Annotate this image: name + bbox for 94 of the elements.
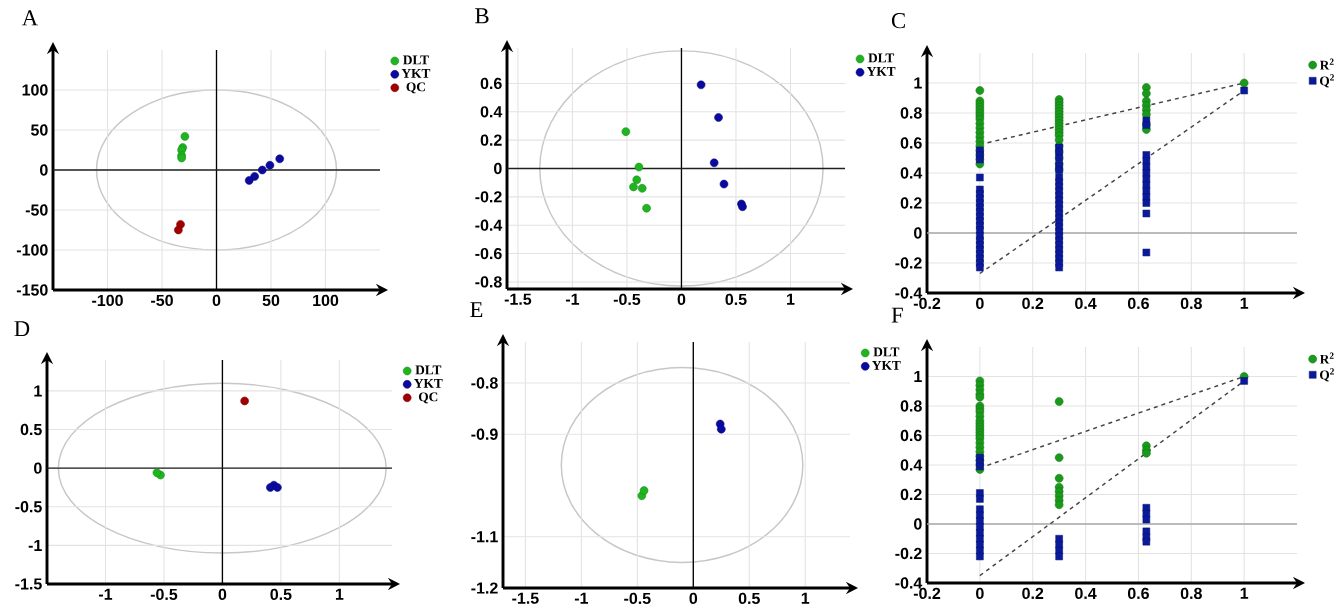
chart-title: C xyxy=(891,13,905,29)
legend-label: DLT xyxy=(868,53,895,63)
y-tick-label: -1.1 xyxy=(471,531,498,543)
x-tick-label: 1 xyxy=(787,293,795,305)
y-tick-label: -1 xyxy=(28,539,42,551)
y-tick-label: -100 xyxy=(16,244,48,256)
x-tick-label: 0 xyxy=(677,293,686,306)
y-tick-label: 0.2 xyxy=(900,197,922,209)
x-tick-label: -1 xyxy=(565,293,580,305)
x-tick-label: 0.6 xyxy=(1127,587,1149,600)
x-tick-label: 1 xyxy=(1240,297,1249,309)
y-tick-label: -1.2 xyxy=(471,582,498,594)
y-tick-label: -0.2 xyxy=(475,191,502,203)
y-tick-label: -0.6 xyxy=(475,247,502,260)
x-tick-label: -0.5 xyxy=(150,588,178,601)
chart-title: A xyxy=(21,10,38,26)
x-tick-label: 1 xyxy=(335,588,344,600)
x-tick-label: 0 xyxy=(212,294,221,307)
legend-label: YKT xyxy=(401,68,431,78)
y-tick-label: -0.5 xyxy=(15,501,42,513)
y-tick-label: -0.4 xyxy=(895,577,923,589)
y-tick-label: 1 xyxy=(914,371,922,382)
y-tick-label: 0 xyxy=(34,462,42,474)
x-tick-label: 0 xyxy=(218,588,227,601)
legend-label: DLT xyxy=(415,365,442,375)
x-tick-label: 0.8 xyxy=(1180,297,1202,310)
chart-title: F xyxy=(891,307,903,323)
legend-label: DLT xyxy=(873,347,900,357)
y-tick-label: 0.4 xyxy=(480,106,503,118)
legend-label: YKT xyxy=(872,360,901,370)
x-tick-label: 0.4 xyxy=(1075,587,1097,600)
y-tick-label: -0.4 xyxy=(895,287,923,299)
y-tick-label: 100 xyxy=(22,84,48,96)
y-tick-label: 0.6 xyxy=(900,429,922,442)
y-tick-label: -0.9 xyxy=(471,428,498,440)
x-tick-label: 0 xyxy=(976,587,984,600)
legend-label: R$^{2}$ xyxy=(1319,58,1334,70)
y-tick-label: 50 xyxy=(31,124,48,136)
x-tick-label: 0.4 xyxy=(1075,297,1097,310)
y-tick-label: 0.8 xyxy=(900,400,922,412)
x-tick-label: -1 xyxy=(98,588,113,600)
x-tick-label: -1.5 xyxy=(512,592,539,604)
y-tick-label: 0 xyxy=(40,164,48,176)
y-tick-label: -0.2 xyxy=(895,257,922,269)
y-tick-label: 0.6 xyxy=(900,137,922,149)
legend-label: Q$^{2}$ xyxy=(1319,368,1334,382)
x-tick-label: 0.2 xyxy=(1022,297,1044,310)
y-tick-label: -1.5 xyxy=(15,578,42,590)
y-tick-label: -50 xyxy=(25,204,48,216)
x-tick-label: 1 xyxy=(1240,587,1249,599)
y-tick-label: 1 xyxy=(914,77,922,89)
x-tick-label: 100 xyxy=(313,294,339,307)
x-tick-label: 0 xyxy=(689,592,698,605)
x-tick-label: 0.5 xyxy=(270,588,292,601)
x-tick-label: -50 xyxy=(151,294,173,307)
y-tick-label: 0 xyxy=(494,162,502,175)
legend-label: QC xyxy=(418,392,438,404)
y-tick-label: -0.4 xyxy=(475,219,503,231)
y-tick-label: 0.2 xyxy=(900,488,922,501)
x-tick-label: 0.5 xyxy=(738,592,760,605)
y-tick-label: -150 xyxy=(16,284,48,296)
x-tick-label: -0.5 xyxy=(613,293,641,306)
x-tick-label: -1.5 xyxy=(504,293,532,305)
y-tick-label: 0 xyxy=(914,227,922,239)
legend-label: R$^{2}$ xyxy=(1319,352,1334,364)
x-tick-label: 0.6 xyxy=(1127,297,1149,310)
chart-title: E xyxy=(470,302,483,317)
x-tick-label: 1 xyxy=(801,592,810,604)
y-tick-label: 0.4 xyxy=(900,459,923,471)
y-tick-label: 0 xyxy=(914,518,922,530)
y-tick-label: -0.8 xyxy=(471,377,498,389)
y-tick-label: 0.2 xyxy=(480,134,502,146)
legend-label: YKT xyxy=(414,378,443,388)
x-tick-label: 0.2 xyxy=(1022,587,1044,600)
x-tick-label: -0.5 xyxy=(624,592,651,605)
x-tick-label: 0.5 xyxy=(725,293,747,306)
legend-label: DLT xyxy=(403,55,429,65)
y-tick-label: -0.2 xyxy=(895,547,922,560)
legend-label: YKT xyxy=(866,66,896,76)
y-tick-label: 0.4 xyxy=(900,167,923,179)
y-tick-label: 1 xyxy=(34,385,42,397)
y-tick-label: 0.6 xyxy=(480,77,502,90)
x-tick-label: -100 xyxy=(92,294,123,307)
y-tick-label: -0.8 xyxy=(475,276,502,288)
y-tick-label: 0.8 xyxy=(900,107,922,119)
legend-label: QC xyxy=(406,82,425,94)
chart-title: D xyxy=(14,321,30,337)
y-tick-label: 0.5 xyxy=(20,423,42,436)
x-tick-label: 50 xyxy=(262,294,280,307)
x-tick-label: 0.8 xyxy=(1180,587,1202,600)
chart-title: B xyxy=(475,8,489,24)
legend-label: Q$^{2}$ xyxy=(1319,74,1334,88)
x-tick-label: 0 xyxy=(976,297,984,310)
x-tick-label: -1 xyxy=(574,592,589,604)
